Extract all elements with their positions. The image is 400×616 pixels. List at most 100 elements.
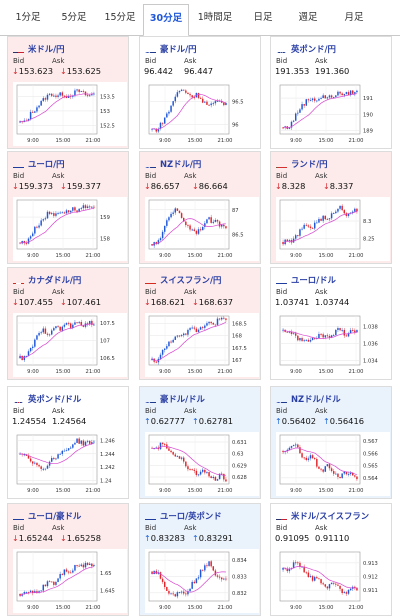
bid-label: Bid [276, 288, 288, 296]
rate-card[interactable]: NZドル/円 Bid Ask ↓86.657 ↓86.664 87 86.5 9:00 15:0… [139, 151, 261, 264]
price-chart: 1.038 1.036 1.034 9:00 15:00 21:00 [276, 313, 390, 377]
rate-card[interactable]: カナダドル/円 Bid Ask ↓107.455 ↓107.461 107.5 107 106… [7, 267, 129, 380]
pair-header[interactable]: ランド/円 [276, 158, 328, 170]
candle [345, 92, 348, 94]
candle [191, 581, 193, 589]
candle [59, 574, 61, 579]
pair-name[interactable]: NZドル/ドル [291, 394, 341, 404]
pair-name[interactable]: ユーロ/豪ドル [28, 511, 82, 521]
candle [197, 474, 200, 476]
candle [187, 225, 189, 226]
candle [187, 92, 189, 95]
pair-name[interactable]: NZドル/円 [160, 159, 202, 169]
candle [78, 321, 80, 323]
pair-name[interactable]: ユーロ/ドル [291, 275, 336, 285]
pair-name[interactable]: 英ポンド/円 [291, 44, 336, 54]
candle [189, 328, 191, 330]
y-tick-label: 0.911 [363, 588, 378, 594]
candle [74, 322, 76, 325]
candle [172, 212, 174, 214]
pair-header[interactable]: 英ポンド/円 [276, 43, 336, 55]
tab-5[interactable]: 日足 [253, 12, 273, 23]
candle [282, 567, 284, 570]
candle [88, 441, 91, 444]
candle [65, 323, 68, 325]
pair-name[interactable]: ユーロ/円 [28, 159, 65, 169]
rate-card[interactable]: ランド/円 Bid Ask ↓8.328 ↓8.337 8.3 8.25 9:00 15:00 2… [270, 151, 392, 264]
pair-header[interactable]: NZドル/ドル [276, 393, 341, 405]
candle [193, 327, 196, 329]
pair-name[interactable]: 豪ドル/円 [160, 44, 197, 54]
pair-name[interactable]: 英ポンド/ドル [28, 394, 82, 404]
y-tick-label: 1.038 [363, 324, 378, 330]
candle [220, 224, 223, 227]
rate-card[interactable]: 米ドル/スイスフラン Bid Ask 0.91095 0.91110 0.913 0.912… [270, 503, 392, 616]
candle [31, 346, 34, 348]
ch-flag-icon [145, 276, 156, 284]
candle [161, 122, 164, 124]
candle [57, 578, 59, 582]
rate-card[interactable]: ユーロ/ドル Bid Ask 1.03741 1.03744 1.038 1.036 1.03… [270, 267, 392, 380]
price-chart: 0.567 0.566 0.565 0.564 9:00 15:00 21:00 [276, 432, 390, 496]
pair-name[interactable]: スイスフラン/円 [160, 275, 222, 285]
pair-header[interactable]: ユーロ/豪ドル [13, 510, 81, 522]
rate-card[interactable]: NZドル/ドル Bid Ask ↑0.56402 ↑0.56416 0.567 0.566 0… [270, 386, 392, 499]
pair-name[interactable]: カナダドル/円 [28, 275, 82, 285]
direction-arrow-icon: ↓ [12, 182, 19, 191]
pair-header[interactable]: 米ドル/円 [13, 43, 65, 55]
pair-header[interactable]: 英ポンド/ドル [13, 393, 81, 405]
rate-card[interactable]: 英ポンド/円 Bid Ask 191.353 191.360 191 190 189 9:00 1… [270, 36, 392, 149]
candle [303, 340, 305, 342]
rate-card[interactable]: 豪ドル/円 Bid Ask 96.442 96.447 96.5 96 9:00 15:00 21… [139, 36, 261, 149]
pair-name[interactable]: ユーロ/英ポンド [160, 511, 222, 521]
tab-2[interactable]: 15分足 [104, 12, 136, 23]
tab-4[interactable]: 1時間足 [197, 12, 233, 23]
candle [297, 112, 299, 114]
rate-card[interactable]: ユーロ/豪ドル Bid Ask ↓1.65244 ↓1.65258 1.65 1.645 9:… [7, 503, 129, 616]
candle [330, 95, 333, 98]
tab-0[interactable]: 1分足 [15, 12, 41, 23]
candle [351, 90, 354, 94]
rate-card[interactable]: 豪ドル/ドル Bid Ask ↑0.62777 ↑0.62781 0.631 0.63 0.6… [139, 386, 261, 499]
pair-header[interactable]: 豪ドル/ドル [145, 393, 205, 405]
x-tick-label: 15:00 [319, 488, 334, 494]
candle [59, 92, 61, 96]
candle [59, 212, 61, 214]
tab-6[interactable]: 週足 [298, 12, 318, 23]
pair-header[interactable]: 豪ドル/円 [145, 43, 197, 55]
pair-header[interactable]: カナダドル/円 [13, 274, 81, 286]
tab-7[interactable]: 月足 [344, 12, 364, 23]
candle [59, 453, 61, 455]
rate-card[interactable]: 英ポンド/ドル Bid Ask 1.24554 1.24564 1.246 1.244 1.2… [7, 386, 129, 499]
tab-3[interactable]: 30分足 [143, 4, 189, 37]
pair-header[interactable]: ユーロ/ドル [276, 274, 336, 286]
pair-header[interactable]: スイスフラン/円 [145, 274, 221, 286]
candle [170, 341, 172, 343]
candle [349, 90, 352, 95]
rate-card[interactable]: ユーロ/英ポンド Bid Ask ↑0.83283 ↑0.83291 0.834 0.833… [139, 503, 261, 616]
candle [305, 99, 308, 106]
pair-header[interactable]: ユーロ/英ポンド [145, 510, 222, 522]
plot-frame [16, 199, 98, 250]
candle [72, 207, 74, 211]
candle [67, 448, 70, 451]
pair-name[interactable]: 米ドル/円 [28, 44, 65, 54]
pair-name[interactable]: ランド/円 [291, 159, 328, 169]
price-chart: 191 190 189 9:00 15:00 21:00 [276, 82, 390, 146]
rate-card[interactable]: ユーロ/円 Bid Ask ↓159.373 ↓159.377 159 158 9:00 15:… [7, 151, 129, 264]
rate-card[interactable]: スイスフラン/円 Bid Ask ↓168.621 ↓168.637 168.5 168 16… [139, 267, 261, 380]
y-tick-label: 1.246 [100, 438, 115, 444]
tab-1[interactable]: 5分足 [61, 12, 87, 23]
candle [328, 464, 331, 469]
pair-header[interactable]: NZドル/円 [145, 158, 201, 170]
pair-header[interactable]: ユーロ/円 [13, 158, 65, 170]
pair-header[interactable]: 米ドル/スイスフラン [276, 510, 369, 522]
pair-name[interactable]: 米ドル/スイスフラン [291, 511, 370, 521]
bid-value: 0.91095 [275, 533, 310, 543]
pair-name[interactable]: 豪ドル/ドル [160, 394, 205, 404]
candle [347, 333, 350, 337]
x-tick-label: 21:00 [218, 253, 233, 259]
rate-card[interactable]: 米ドル/円 Bid Ask ↓153.623 ↓153.625 153.5 153 152.5… [7, 36, 129, 149]
candle [61, 326, 64, 331]
candle [332, 96, 335, 98]
